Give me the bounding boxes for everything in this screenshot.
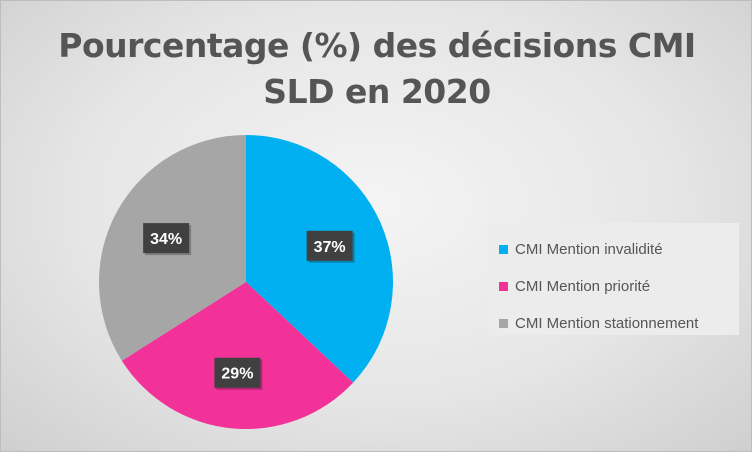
pie-slice-priorite: [121, 282, 354, 429]
chart-title-line-1: Pourcentage (%) des décisions CMI: [58, 26, 696, 65]
legend-swatch-priorite: [499, 282, 508, 291]
legend: CMI Mention invalidité CMI Mention prior…: [489, 223, 739, 335]
legend-swatch-stationnement: [499, 319, 508, 328]
chart-title: Pourcentage (%) des décisions CMI SLD en…: [1, 23, 752, 115]
data-label-stationnement: 34%: [143, 223, 192, 256]
legend-label-stationnement: CMI Mention stationnement: [515, 315, 699, 332]
legend-swatch-invalidite: [499, 245, 508, 254]
legend-item-stationnement: CMI Mention stationnement: [499, 305, 739, 342]
legend-label-priorite: CMI Mention priorité: [515, 278, 651, 295]
legend-item-priorite: CMI Mention priorité: [499, 268, 739, 305]
data-label-invalidite: 37%: [306, 230, 355, 263]
data-label-priorite: 29%: [214, 357, 263, 390]
data-label-text-invalidite: 37%: [314, 239, 346, 256]
legend-label-invalidite: CMI Mention invalidité: [515, 241, 663, 258]
legend-item-invalidite: CMI Mention invalidité: [499, 231, 739, 268]
data-label-text-priorite: 29%: [221, 366, 253, 383]
data-label-text-stationnement: 34%: [150, 231, 182, 248]
chart-title-line-2: SLD en 2020: [263, 72, 491, 111]
